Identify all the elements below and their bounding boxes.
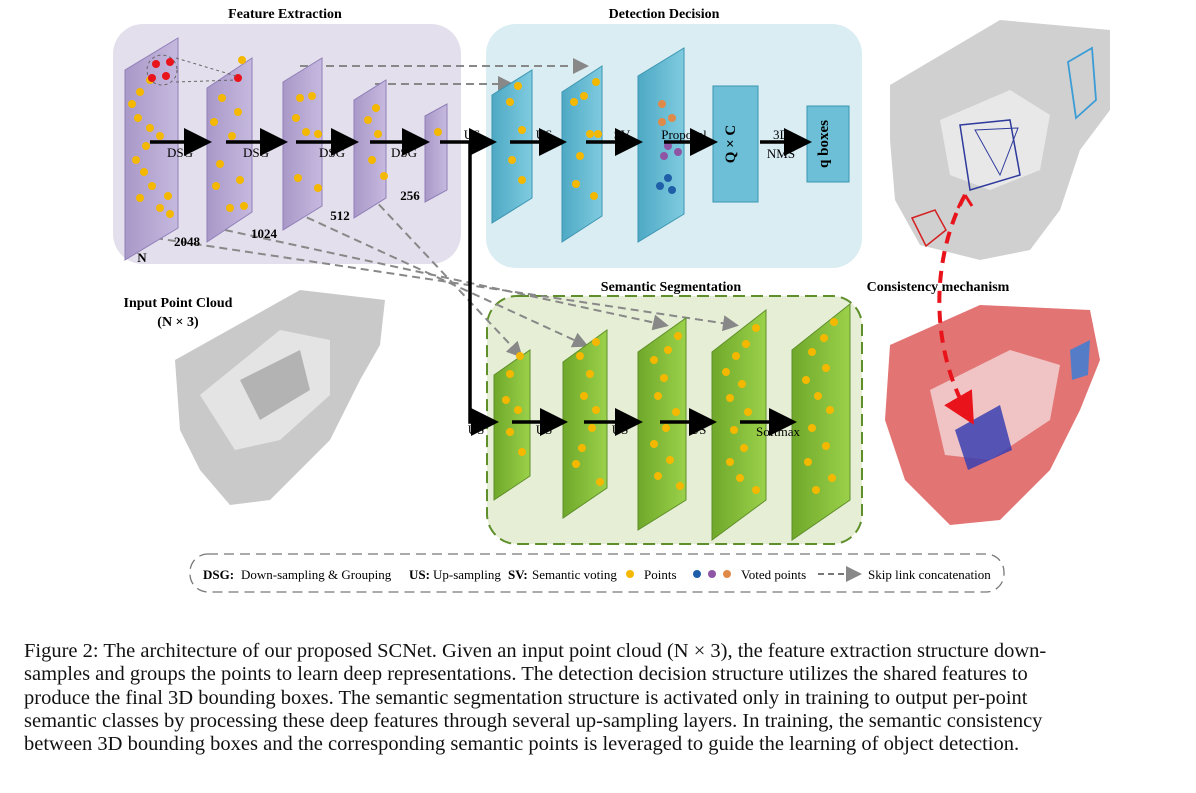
input-point-cloud-title: Input Point Cloud	[124, 296, 233, 311]
size-label-512: 512	[330, 208, 350, 223]
segmentation-layers	[493, 302, 851, 541]
legend: DSG: Down-sampling & Grouping US: Up-sam…	[189, 553, 1005, 593]
detection-decision-title: Detection Decision	[609, 7, 720, 22]
sv-label: SV	[614, 127, 631, 142]
feature-extraction-title: Feature Extraction	[228, 7, 342, 22]
size-label-n: N	[137, 250, 147, 265]
operation-labels: DSG DSG DSG DSG US US SV Proposal 3D NMS…	[167, 120, 832, 439]
legend-dsg-key: DSG:	[203, 567, 234, 582]
legend-sv-key: SV:	[508, 567, 528, 582]
layer-size-labels: N 2048 1024 512 256	[137, 188, 420, 265]
legend-dsg-text: Down-sampling & Grouping	[241, 567, 392, 582]
softmax-label: Softmax	[756, 424, 801, 439]
semantic-segmentation-title: Semantic Segmentation	[601, 280, 742, 295]
voted-points	[656, 100, 682, 194]
semantic-result-point-cloud	[885, 305, 1100, 525]
skip-links	[154, 58, 739, 358]
caption-line-3: produce the final 3D bounding boxes. The…	[24, 686, 1028, 709]
dsg-label-4: DSG	[391, 145, 417, 160]
caption-line-4: semantic classes by processing these dee…	[24, 709, 1043, 732]
size-label-2048: 2048	[174, 234, 201, 249]
consistency-mechanism-title: Consistency mechanism	[867, 280, 1010, 295]
nms-label-1: 3D	[773, 127, 789, 142]
layer-points	[128, 56, 838, 494]
caption-line-2: samples and groups the points to learn d…	[24, 663, 1028, 686]
us-label-det-1: US	[464, 127, 481, 142]
legend-vote-orange-icon	[723, 570, 731, 578]
us-label-seg-3: US	[612, 422, 629, 437]
q-boxes-label: q boxes	[816, 120, 832, 168]
input-point-cloud-image	[175, 290, 385, 505]
proposal-label: Proposal	[661, 127, 707, 142]
figure-caption: Figure 2: The architecture of our propos…	[24, 640, 1174, 756]
us-label-seg-4: US	[690, 422, 707, 437]
dsg-label-3: DSG	[319, 145, 345, 160]
grouped-points	[146, 54, 242, 86]
dsg-label-2: DSG	[243, 145, 269, 160]
us-label-seg-2: US	[536, 422, 553, 437]
feature-extraction-layers	[124, 37, 448, 261]
qxc-box	[712, 85, 759, 203]
architecture-figure: Feature Extraction Detection Decision Se…	[113, 7, 1110, 593]
consistency-arrow	[937, 194, 974, 425]
legend-vote-purple-icon	[708, 570, 716, 578]
legend-voted-points-text: Voted points	[741, 567, 806, 582]
legend-points-text: Points	[644, 567, 677, 582]
legend-skip-link-text: Skip link concatenation	[868, 567, 991, 582]
legend-vote-blue-icon	[693, 570, 701, 578]
size-label-256: 256	[400, 188, 420, 203]
input-point-cloud-shape: (N × 3)	[157, 315, 199, 330]
us-label-det-2: US	[536, 127, 553, 142]
flow-arrows	[150, 128, 812, 436]
legend-us-text: Up-sampling	[433, 567, 501, 582]
legend-us-key: US:	[409, 567, 430, 582]
caption-line-1: Figure 2: The architecture of our propos…	[24, 640, 1047, 662]
legend-point-icon	[626, 570, 634, 578]
detection-result-point-cloud	[890, 20, 1110, 260]
dsg-label-1: DSG	[167, 145, 193, 160]
qxc-label: Q × C	[723, 125, 739, 164]
detection-layers	[491, 47, 850, 243]
size-label-1024: 1024	[251, 226, 278, 241]
legend-sv-text: Semantic voting	[532, 567, 617, 582]
q-boxes-box	[806, 105, 850, 183]
nms-label-2: NMS	[767, 146, 795, 161]
caption-line-5: between 3D bounding boxes and the corres…	[24, 733, 1020, 756]
us-label-seg-1: US	[468, 422, 485, 437]
